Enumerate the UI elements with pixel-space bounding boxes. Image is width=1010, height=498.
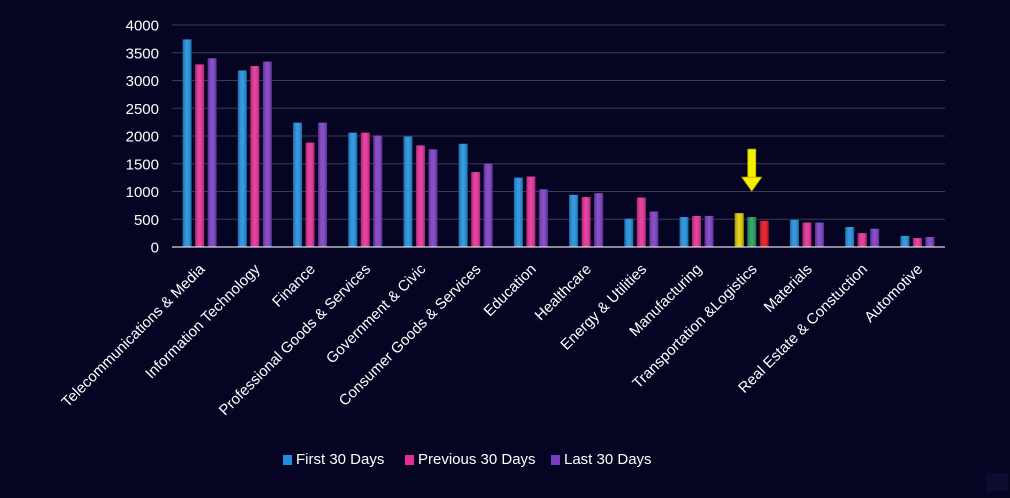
bar-shading xyxy=(262,61,272,247)
bar-shading xyxy=(734,213,744,247)
legend-swatch xyxy=(283,455,292,465)
legend-label: Previous 30 Days xyxy=(418,451,536,468)
bar-shading xyxy=(526,176,536,247)
bar-shading xyxy=(513,177,523,247)
y-tick-label: 3500 xyxy=(126,45,159,62)
legend-swatch xyxy=(405,455,414,465)
bar-shading xyxy=(814,222,824,247)
x-tick-label: Materials xyxy=(761,261,816,316)
bar-shading xyxy=(483,163,493,247)
bar-shading xyxy=(458,143,468,247)
bar-shading xyxy=(348,132,358,247)
bars xyxy=(182,39,935,248)
bar-shading xyxy=(594,193,604,247)
bar-shading xyxy=(471,172,481,247)
bar-shading xyxy=(318,122,328,247)
bar-shading xyxy=(569,194,579,247)
bar-shading xyxy=(182,39,192,248)
bar-shading xyxy=(845,227,855,247)
arrow-head xyxy=(740,176,763,192)
bar-shading xyxy=(373,135,383,247)
bar-shading xyxy=(581,197,591,247)
bar-shading xyxy=(538,189,548,247)
bar-shading xyxy=(759,220,769,247)
x-tick-label: Education xyxy=(481,261,540,320)
legend-label: Last 30 Days xyxy=(564,451,652,468)
highlight-marker xyxy=(740,148,763,192)
bar-shading xyxy=(415,145,425,247)
bar-shading xyxy=(293,122,303,247)
bar-shading xyxy=(207,58,217,247)
bar-shading xyxy=(679,217,689,247)
bar-shading xyxy=(649,211,659,247)
bar-shading xyxy=(250,66,260,247)
x-tick-label: Finance xyxy=(269,261,319,311)
y-tick-label: 2500 xyxy=(126,101,159,118)
y-axis: 0 500 1000 1500 2000 2500 3000 3500 4000 xyxy=(126,18,159,257)
y-tick-label: 1000 xyxy=(126,184,159,201)
bar-shading xyxy=(857,233,867,247)
bar-shading xyxy=(900,235,910,247)
x-tick-label: Automotive xyxy=(861,261,926,326)
legend: First 30 Days Previous 30 Days Last 30 Day… xyxy=(283,451,652,468)
arrow-shaft xyxy=(747,148,757,180)
legend-swatch xyxy=(551,455,560,465)
y-tick-label: 1500 xyxy=(126,156,159,173)
legend-label: First 30 Days xyxy=(296,451,384,468)
bar-shading xyxy=(802,222,812,247)
y-tick-label: 3000 xyxy=(126,73,159,90)
gridlines xyxy=(172,24,945,220)
bar-shading xyxy=(195,64,205,247)
bar-shading xyxy=(403,136,413,247)
bar-shading xyxy=(912,238,922,247)
bar-shading xyxy=(360,132,370,247)
bar-shading xyxy=(428,149,438,247)
x-tick-label: Information Technology xyxy=(142,260,264,382)
y-tick-label: 0 xyxy=(151,240,159,257)
y-tick-label: 500 xyxy=(134,212,159,229)
bar-shading xyxy=(636,197,646,247)
bar-shading xyxy=(870,228,880,247)
bar-shading xyxy=(747,217,757,247)
y-tick-label: 4000 xyxy=(126,18,159,35)
bar-shading xyxy=(789,219,799,247)
bar-shading xyxy=(305,142,315,247)
bar-shading xyxy=(692,215,702,247)
x-tick-label: Government & Civic xyxy=(323,260,430,367)
bar-shading xyxy=(237,70,247,247)
corner-watermark xyxy=(986,473,1008,491)
bar-shading xyxy=(925,237,935,247)
bar-shading xyxy=(624,218,634,247)
y-tick-label: 2000 xyxy=(126,129,159,146)
bar-shading xyxy=(704,215,714,247)
